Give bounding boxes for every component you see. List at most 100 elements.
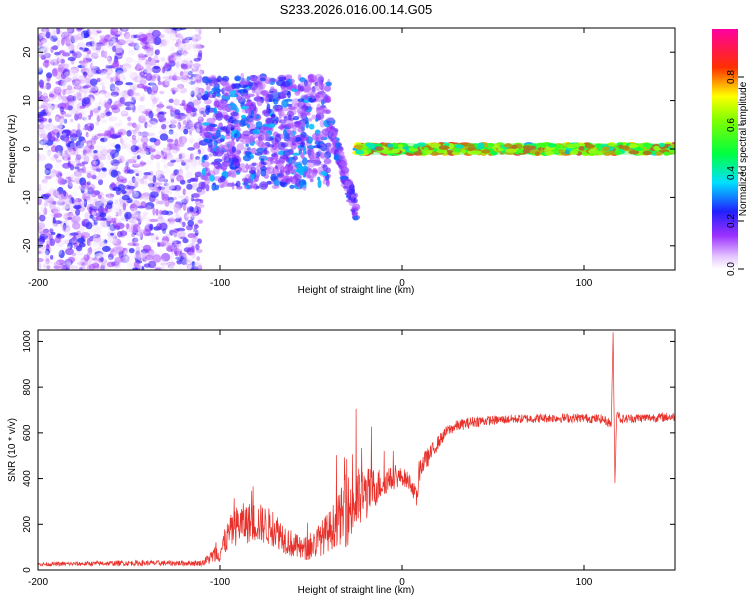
- spectrogram-cell: [181, 115, 188, 122]
- spectrogram-cell: [120, 264, 127, 270]
- spectrogram-cell: [295, 124, 303, 128]
- spectrogram-x-label: Height of straight line (km): [298, 285, 415, 296]
- spectrogram-cell: [132, 224, 141, 233]
- spectrogram-cell: [271, 184, 279, 190]
- spectrogram-cell: [215, 129, 221, 138]
- spectrogram-cell: [172, 100, 181, 106]
- spectrogram-cell: [57, 177, 65, 186]
- spectrogram-cell: [149, 118, 158, 125]
- spectrogram-cell: [90, 190, 98, 198]
- spectrogram-cell: [118, 90, 126, 95]
- spectrogram-cell: [98, 92, 105, 96]
- spectrogram-cell: [294, 121, 302, 125]
- spectrogram-cell: [210, 127, 219, 132]
- spectrogram-cell: [80, 68, 90, 74]
- spectrogram-cell: [97, 93, 103, 102]
- spectrogram-cell: [166, 181, 176, 190]
- spectrogram-cell: [170, 143, 180, 150]
- spectrogram-cell: [159, 133, 169, 141]
- spectrogram-cell: [67, 256, 75, 263]
- spectrogram-cell: [52, 169, 59, 175]
- spectrogram-cell: [143, 172, 152, 176]
- spectrogram-cell: [143, 211, 149, 216]
- spectrogram-cell: [92, 160, 99, 166]
- spectrogram-cell: [109, 83, 116, 92]
- spectrogram-cell: [42, 40, 50, 44]
- spectrogram-cell: [96, 150, 103, 156]
- spectrogram-cell: [198, 264, 203, 270]
- spectrogram-cell: [132, 190, 142, 199]
- spectrogram-cell: [320, 76, 325, 81]
- spectrogram-cell: [596, 151, 603, 156]
- spectrogram-cell: [191, 66, 199, 73]
- spectrogram-cell: [156, 171, 161, 179]
- spectrogram-cell: [87, 131, 96, 137]
- spectrogram-cell: [49, 168, 57, 178]
- spectrogram-cell: [44, 163, 53, 171]
- spectrogram-cell: [317, 97, 323, 103]
- spectrogram-cell: [176, 114, 184, 122]
- spectrogram-cell: [53, 58, 58, 63]
- y-tick-label: 0: [22, 146, 33, 152]
- spectrogram-cell: [169, 173, 175, 181]
- spectrogram-cell: [193, 147, 198, 152]
- spectrogram-cell: [96, 78, 101, 83]
- spectrogram-cell: [46, 139, 54, 146]
- spectrogram-cell: [274, 134, 282, 143]
- spectrogram-cell: [178, 230, 186, 238]
- spectrogram-cell: [83, 84, 92, 88]
- spectrogram-cell: [43, 151, 53, 156]
- spectrogram-cell: [46, 265, 51, 270]
- spectrogram-cell: [43, 174, 47, 181]
- spectrogram-cell: [137, 154, 141, 160]
- spectrogram-cell: [40, 260, 50, 265]
- spectrogram-cell: [77, 64, 86, 69]
- spectrogram-cell: [157, 200, 165, 205]
- spectrogram-cell: [251, 77, 261, 83]
- spectrogram-cell: [56, 173, 61, 179]
- spectrogram-cell: [69, 109, 79, 115]
- spectrogram-cell: [156, 223, 163, 231]
- spectrogram-cell: [176, 50, 182, 57]
- spectrogram-cell: [132, 177, 142, 183]
- spectrogram-cell: [188, 76, 194, 81]
- spectrogram-cell: [148, 218, 158, 223]
- spectrogram-cell: [171, 244, 180, 252]
- spectrogram-cell: [38, 139, 44, 148]
- spectrogram-cell: [48, 103, 52, 109]
- spectrogram-cell: [110, 232, 114, 236]
- spectrogram-cell: [142, 188, 149, 197]
- spectrogram-cell: [296, 107, 306, 115]
- spectrogram-cell: [193, 132, 200, 136]
- spectrogram-cell: [209, 175, 216, 182]
- spectrogram-cell: [111, 153, 115, 160]
- spectrogram-cell: [82, 152, 90, 160]
- spectrogram-cell: [100, 195, 110, 204]
- spectrogram-cell: [43, 207, 48, 216]
- spectrogram-cell: [164, 198, 170, 207]
- spectrogram-cell: [181, 151, 188, 159]
- spectrogram-cell: [161, 80, 170, 88]
- spectrogram-cell: [223, 153, 230, 158]
- spectrogram-cell: [187, 212, 193, 217]
- spectrogram-cell: [248, 175, 252, 183]
- spectrogram-cell: [77, 30, 85, 39]
- spectrogram-cell: [176, 247, 181, 256]
- spectrogram-cell: [127, 262, 135, 270]
- spectrogram-cell: [171, 35, 176, 40]
- y-tick-label: 400: [22, 470, 33, 487]
- spectrogram-cell: [212, 92, 217, 98]
- spectrogram-cell: [61, 56, 68, 60]
- spectrogram-cell: [77, 237, 85, 243]
- spectrogram-cell: [82, 116, 87, 121]
- spectrogram-cell: [56, 57, 61, 64]
- spectrogram-cell: [290, 142, 297, 150]
- spectrogram-cell: [45, 222, 51, 229]
- spectrogram-cell: [46, 74, 51, 82]
- spectrogram-cell: [82, 97, 91, 105]
- spectrogram-cell: [92, 108, 100, 113]
- spectrogram-cell: [461, 149, 467, 154]
- spectrogram-cell: [189, 77, 197, 85]
- spectrogram-cell: [55, 190, 60, 198]
- spectrogram-cell: [119, 94, 123, 98]
